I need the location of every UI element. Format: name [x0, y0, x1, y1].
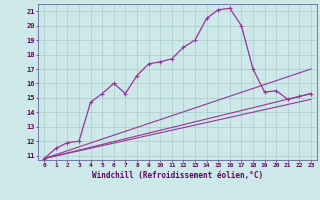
X-axis label: Windchill (Refroidissement éolien,°C): Windchill (Refroidissement éolien,°C)	[92, 171, 263, 180]
